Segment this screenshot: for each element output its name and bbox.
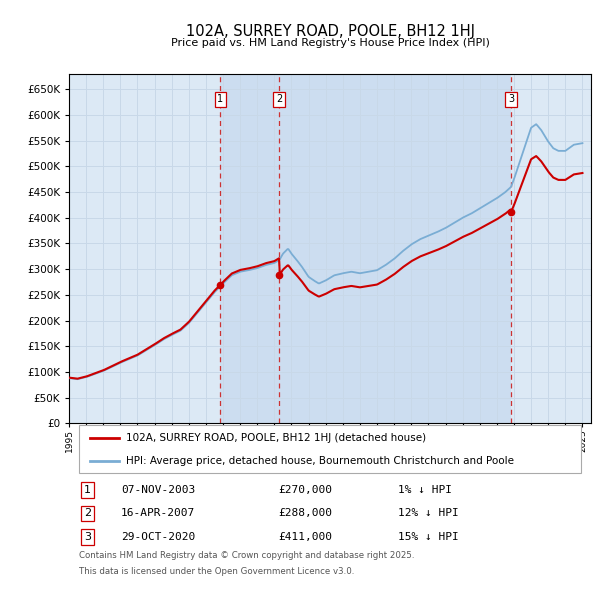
Text: 3: 3 (508, 94, 514, 104)
Text: 1: 1 (217, 94, 224, 104)
Text: 2: 2 (276, 94, 283, 104)
Bar (220, 74, 280, 424)
Text: 07-NOV-2003: 07-NOV-2003 (121, 485, 196, 495)
Text: 16-APR-2007: 16-APR-2007 (121, 509, 196, 519)
Text: £411,000: £411,000 (278, 532, 332, 542)
Text: 12% ↓ HPI: 12% ↓ HPI (398, 509, 458, 519)
Text: £270,000: £270,000 (278, 485, 332, 495)
Text: This data is licensed under the Open Government Licence v3.0.: This data is licensed under the Open Gov… (79, 567, 355, 576)
Text: £288,000: £288,000 (278, 509, 332, 519)
FancyBboxPatch shape (79, 425, 581, 473)
Text: HPI: Average price, detached house, Bournemouth Christchurch and Poole: HPI: Average price, detached house, Bour… (127, 456, 514, 466)
Text: 15% ↓ HPI: 15% ↓ HPI (398, 532, 458, 542)
Text: 1: 1 (84, 485, 91, 495)
Text: 1% ↓ HPI: 1% ↓ HPI (398, 485, 452, 495)
Bar (280, 74, 511, 424)
Text: Contains HM Land Registry data © Crown copyright and database right 2025.: Contains HM Land Registry data © Crown c… (79, 552, 415, 560)
Text: 2: 2 (84, 509, 91, 519)
Text: 102A, SURREY ROAD, POOLE, BH12 1HJ (detached house): 102A, SURREY ROAD, POOLE, BH12 1HJ (deta… (127, 433, 427, 443)
Text: Price paid vs. HM Land Registry's House Price Index (HPI): Price paid vs. HM Land Registry's House … (170, 38, 490, 48)
Text: 102A, SURREY ROAD, POOLE, BH12 1HJ: 102A, SURREY ROAD, POOLE, BH12 1HJ (185, 24, 475, 38)
Text: 3: 3 (84, 532, 91, 542)
Text: 29-OCT-2020: 29-OCT-2020 (121, 532, 196, 542)
